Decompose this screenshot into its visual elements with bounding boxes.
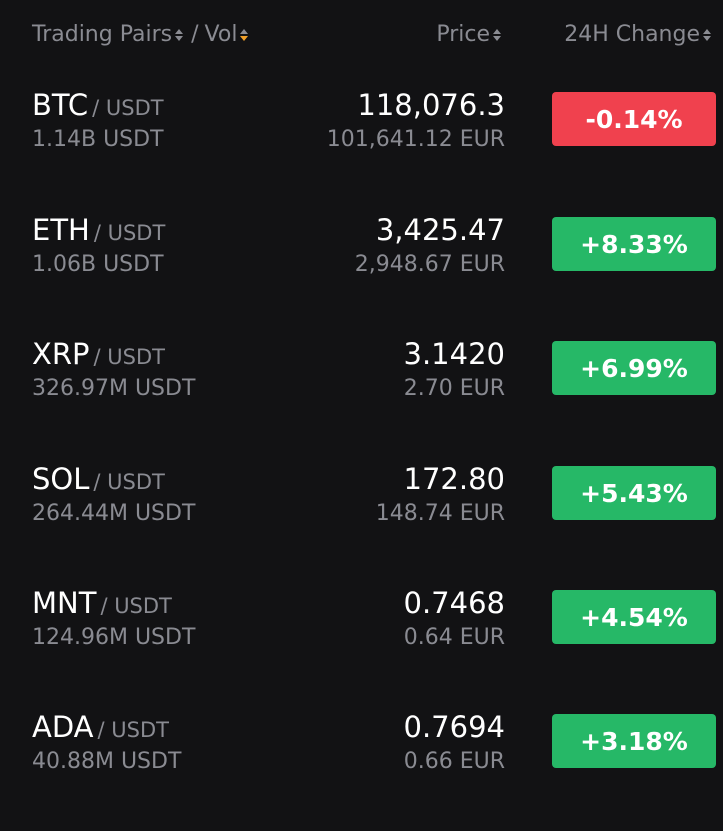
change-label: 24H Change: [564, 22, 700, 47]
quote-asset: / USDT: [92, 96, 164, 120]
fiat-price: 2,948.67 EUR: [354, 252, 505, 277]
sort-arrows-icon: [240, 26, 250, 44]
pair-info: SOL / USDT 264.44M USDT: [32, 459, 195, 529]
fiat-price: 0.66 EUR: [403, 749, 505, 774]
base-asset: MNT: [32, 586, 97, 620]
sort-by-vol-button[interactable]: Vol: [205, 20, 253, 50]
market-row[interactable]: MNT / USDT 124.96M USDT 0.7468 0.64 EUR +4.54…: [0, 583, 723, 707]
change-badge[interactable]: +8.33%: [552, 217, 716, 271]
price-info: 0.7694 0.66 EUR: [404, 707, 505, 777]
change-badge[interactable]: -0.14%: [552, 92, 716, 146]
base-asset: BTC: [32, 88, 89, 122]
sort-by-pairs-button[interactable]: Trading Pairs: [32, 20, 187, 50]
volume: 264.44M USDT: [32, 501, 196, 526]
market-row[interactable]: SOL / USDT 264.44M USDT 172.80 148.74 EUR +5.…: [0, 459, 723, 583]
sort-by-change-button[interactable]: 24H Change: [564, 20, 715, 50]
volume: 1.14B USDT: [32, 127, 164, 152]
change-badge[interactable]: +3.18%: [552, 714, 716, 768]
vol-label: Vol: [204, 22, 238, 47]
pair-info: ETH / USDT 1.06B USDT: [32, 210, 165, 280]
last-price: 172.80: [403, 462, 505, 496]
pair-info: BTC / USDT 1.14B USDT: [32, 85, 164, 155]
fiat-price: 148.74 EUR: [375, 501, 505, 526]
price-info: 3,425.47 2,948.67 EUR: [355, 210, 505, 280]
volume: 1.06B USDT: [32, 252, 164, 277]
last-price: 0.7468: [403, 586, 505, 620]
quote-asset: / USDT: [93, 345, 165, 369]
price-info: 3.1420 2.70 EUR: [404, 334, 505, 404]
quote-asset: / USDT: [97, 718, 169, 742]
pairs-label: Trading Pairs: [32, 22, 173, 47]
pair-info: ADA / USDT 40.88M USDT: [32, 707, 181, 777]
base-asset: SOL: [32, 462, 90, 496]
volume: 40.88M USDT: [32, 749, 182, 774]
last-price: 3,425.47: [375, 213, 505, 247]
base-asset: XRP: [32, 337, 90, 371]
change-badge[interactable]: +4.54%: [552, 590, 716, 644]
quote-asset: / USDT: [93, 221, 166, 245]
fiat-price: 2.70 EUR: [403, 376, 505, 401]
base-asset: ETH: [32, 213, 90, 247]
price-label: Price: [436, 22, 490, 47]
volume: 124.96M USDT: [32, 625, 196, 650]
price-info: 0.7468 0.64 EUR: [404, 583, 505, 653]
volume: 326.97M USDT: [32, 376, 196, 401]
sort-arrows-icon: [703, 26, 713, 44]
sort-arrows-icon: [493, 26, 503, 44]
last-price: 0.7694: [403, 710, 505, 744]
fiat-price: 101,641.12 EUR: [326, 127, 505, 152]
quote-asset: / USDT: [93, 470, 165, 494]
market-row[interactable]: BTC / USDT 1.14B USDT 118,076.3 101,641.12 E…: [0, 85, 723, 209]
quote-asset: / USDT: [100, 594, 172, 618]
market-row[interactable]: ETH / USDT 1.06B USDT 3,425.47 2,948.67 EUR +…: [0, 210, 723, 334]
sort-pairs-vol: Trading Pairs / Vol: [32, 20, 252, 50]
price-info: 118,076.3 101,641.12 EUR: [327, 85, 505, 155]
market-row[interactable]: ADA / USDT 40.88M USDT 0.7694 0.66 EUR +3.18%: [0, 707, 723, 831]
header-separator: /: [191, 22, 199, 47]
fiat-price: 0.64 EUR: [403, 625, 505, 650]
change-badge[interactable]: +6.99%: [552, 341, 716, 395]
sort-arrows-icon: [175, 26, 185, 44]
sort-by-price-button[interactable]: Price: [436, 20, 505, 50]
pair-info: XRP / USDT 326.97M USDT: [32, 334, 195, 404]
change-badge[interactable]: +5.43%: [552, 466, 716, 520]
market-list-header: Trading Pairs / Vol Price 24H Change: [0, 0, 723, 70]
last-price: 3.1420: [403, 337, 505, 371]
last-price: 118,076.3: [357, 88, 505, 122]
pair-info: MNT / USDT 124.96M USDT: [32, 583, 195, 653]
base-asset: ADA: [32, 710, 94, 744]
market-row[interactable]: XRP / USDT 326.97M USDT 3.1420 2.70 EUR +6.99…: [0, 334, 723, 458]
price-info: 172.80 148.74 EUR: [376, 459, 505, 529]
